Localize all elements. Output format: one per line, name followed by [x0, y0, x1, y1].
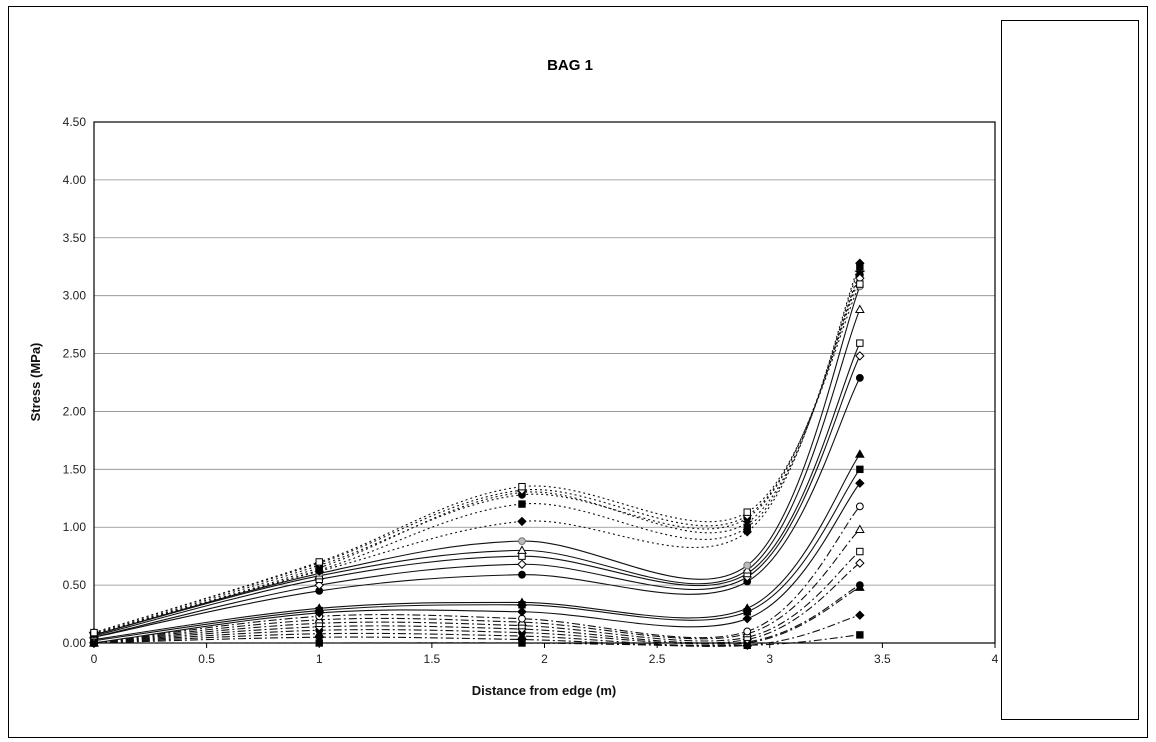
x-tick-label: 0	[91, 652, 98, 666]
data-point	[517, 559, 527, 569]
data-point	[517, 607, 527, 617]
grid-lines	[94, 179, 995, 586]
data-point	[518, 500, 526, 508]
data-point	[855, 558, 865, 568]
data-point	[518, 483, 526, 491]
x-tick-label: 4	[992, 652, 999, 666]
series-line	[93, 614, 860, 647]
data-point	[518, 537, 526, 546]
data-point	[517, 516, 527, 527]
y-tick-label: 1.50	[63, 462, 87, 476]
x-axis-label: Distance from edge (m)	[472, 683, 616, 698]
x-tick-label: 1.5	[424, 652, 441, 666]
y-tick-label: 0.50	[63, 578, 87, 592]
series-line	[93, 529, 861, 644]
data-point	[855, 610, 865, 620]
y-tick-label: 3.00	[63, 289, 87, 303]
data-point	[517, 545, 527, 554]
data-point	[741, 516, 753, 528]
y-tick-label: 3.50	[63, 231, 87, 245]
series-06-apr-01	[89, 351, 865, 642]
data-point	[518, 552, 526, 560]
y-axis-label: Stress (MPa)	[28, 343, 43, 422]
y-tick-label: 2.50	[63, 347, 87, 361]
y-tick-label: 0.00	[63, 636, 87, 650]
series-line	[93, 584, 861, 645]
data-point	[856, 339, 864, 347]
series-07-may-01	[90, 280, 864, 637]
data-point	[90, 628, 98, 637]
data-point	[314, 580, 324, 590]
series-line	[93, 342, 861, 637]
data-point	[315, 558, 323, 566]
y-tick-label: 4.50	[63, 115, 87, 129]
x-tick-label: 2	[541, 652, 548, 666]
data-point	[742, 565, 753, 574]
legend-box	[1001, 20, 1139, 720]
series-line	[93, 266, 861, 635]
series-line	[93, 309, 861, 636]
axis-ticks: 0.000.501.001.502.002.503.003.504.004.50…	[63, 115, 999, 666]
x-tick-label: 2.5	[649, 652, 666, 666]
series-line	[94, 634, 860, 647]
data-point	[518, 639, 526, 647]
x-tick-label: 3	[766, 652, 773, 666]
data-point	[855, 373, 864, 382]
y-tick-label: 1.00	[63, 520, 87, 534]
data-point	[742, 613, 752, 624]
series-line	[93, 586, 861, 647]
data-point	[855, 351, 865, 361]
series-09-apr-01	[90, 339, 864, 640]
data-point	[856, 280, 864, 288]
data-point	[856, 631, 864, 639]
data-point	[743, 627, 752, 636]
x-tick-label: 0.5	[198, 652, 215, 666]
data-point	[314, 603, 325, 612]
data-point	[855, 502, 864, 511]
data-point	[743, 508, 751, 516]
data-point	[517, 597, 527, 606]
data-point	[854, 449, 865, 458]
data-point	[855, 478, 865, 488]
data-point	[854, 304, 865, 314]
chart-title: BAG 1	[547, 57, 593, 74]
data-point	[742, 603, 753, 612]
y-tick-label: 4.00	[63, 173, 87, 187]
data-point	[856, 547, 864, 556]
series-11-apr-01	[89, 304, 865, 639]
data-point	[854, 524, 865, 534]
data-point	[518, 570, 526, 579]
data-point	[856, 465, 864, 474]
series-line	[93, 283, 861, 634]
data-point	[743, 561, 752, 570]
x-tick-label: 1	[316, 652, 323, 666]
series-group	[88, 258, 866, 651]
y-tick-label: 2.00	[63, 404, 87, 418]
series-line	[93, 272, 861, 635]
series-04-apr-01	[90, 373, 864, 642]
x-tick-label: 3.5	[874, 652, 891, 666]
data-point	[855, 581, 864, 590]
